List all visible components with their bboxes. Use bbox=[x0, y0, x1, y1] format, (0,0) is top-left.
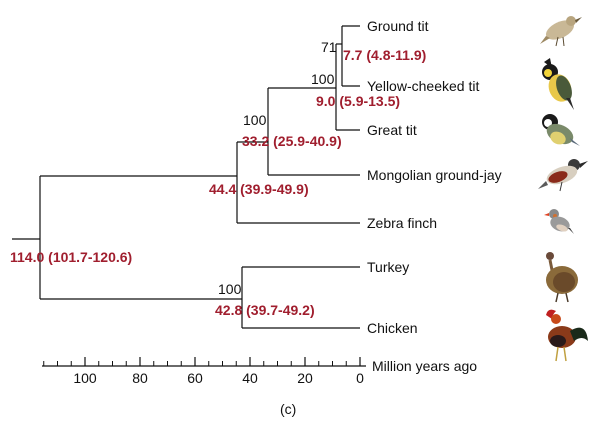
taxon-label-ground-tit: Ground tit bbox=[367, 18, 429, 34]
support-value-galliformes: 100 bbox=[218, 281, 242, 297]
taxon-label-turkey: Turkey bbox=[367, 259, 409, 275]
divergence-time-labels: 114.0 (101.7-120.6) 44.4 (39.9-49.9) 42.… bbox=[10, 47, 426, 318]
zebra-finch-illustration bbox=[544, 209, 574, 234]
support-value-ground-yellow: 71 bbox=[321, 39, 337, 55]
tick-label-100: 100 bbox=[73, 370, 97, 386]
age-label-paridae: 9.0 (5.9-13.5) bbox=[316, 93, 400, 109]
tick-label-40: 40 bbox=[242, 370, 258, 386]
age-label-ground-yellow: 7.7 (4.8-11.9) bbox=[343, 47, 426, 63]
time-axis-major-ticks bbox=[84, 357, 361, 366]
mongolian-ground-jay-illustration bbox=[538, 159, 588, 192]
taxon-label-yellow-cheeked-tit: Yellow-cheeked tit bbox=[367, 78, 479, 94]
ground-tit-illustration bbox=[540, 16, 582, 47]
support-value-paridae: 100 bbox=[311, 71, 335, 87]
taxon-label-great-tit: Great tit bbox=[367, 122, 417, 138]
support-values: 100 100 100 71 bbox=[218, 39, 337, 297]
taxon-label-mongolian-ground-jay: Mongolian ground-jay bbox=[367, 167, 502, 183]
time-axis-tick-labels: 100 80 60 40 20 0 bbox=[73, 370, 364, 386]
age-label-passeriformes: 44.4 (39.9-49.9) bbox=[209, 181, 309, 197]
great-tit-illustration bbox=[542, 114, 580, 146]
turkey-illustration bbox=[546, 252, 578, 303]
taxon-label-zebra-finch: Zebra finch bbox=[367, 215, 437, 231]
tick-label-0: 0 bbox=[356, 370, 364, 386]
time-axis: 100 80 60 40 20 0 Million years ago bbox=[42, 357, 477, 386]
yellow-cheeked-tit-illustration bbox=[542, 58, 574, 110]
time-axis-minor-ticks bbox=[43, 361, 361, 366]
bird-illustrations bbox=[538, 16, 588, 362]
taxon-labels: Ground tit Yellow-cheeked tit Great tit … bbox=[367, 18, 502, 336]
age-label-corvoidea-paridae: 33.2 (25.9-40.9) bbox=[242, 133, 342, 149]
tick-label-80: 80 bbox=[132, 370, 148, 386]
support-value-corvoidea-paridae: 100 bbox=[243, 112, 267, 128]
tree-branches bbox=[12, 25, 360, 329]
time-axis-title: Million years ago bbox=[372, 358, 477, 374]
tick-label-20: 20 bbox=[297, 370, 313, 386]
chicken-illustration bbox=[546, 309, 588, 362]
age-label-galliformes: 42.8 (39.7-49.2) bbox=[215, 302, 315, 318]
taxon-label-chicken: Chicken bbox=[367, 320, 418, 336]
age-label-root: 114.0 (101.7-120.6) bbox=[10, 249, 132, 265]
tick-label-60: 60 bbox=[187, 370, 203, 386]
panel-label: (c) bbox=[280, 401, 296, 417]
